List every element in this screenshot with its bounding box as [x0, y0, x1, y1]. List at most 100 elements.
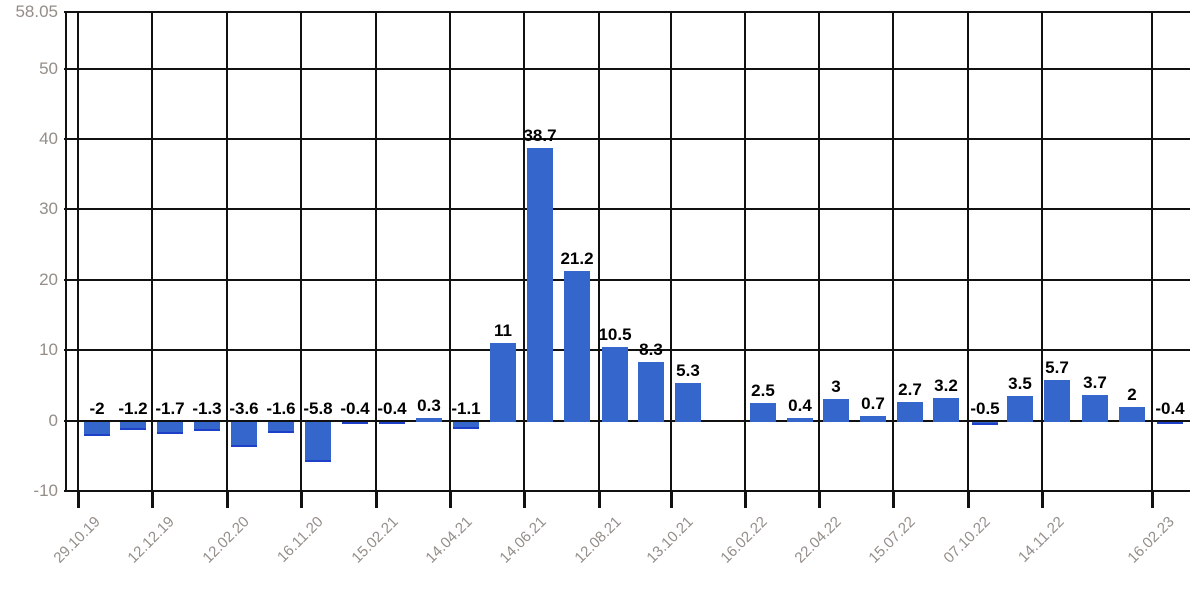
x-axis-label: 15.07.22	[865, 513, 919, 567]
x-tick-mark	[1041, 491, 1044, 508]
bar	[823, 399, 849, 422]
bar	[379, 421, 405, 425]
grid-line-v	[598, 12, 600, 491]
x-axis-label: 14.06.21	[496, 513, 550, 567]
x-axis-label: 14.11.22	[1014, 513, 1068, 566]
x-tick-mark	[151, 491, 154, 508]
bar	[157, 421, 183, 434]
bar	[602, 346, 628, 422]
bar	[490, 343, 516, 422]
bar-value-label: 3	[831, 377, 841, 397]
grid-line-v	[375, 12, 377, 491]
bar-value-label: -3.6	[229, 398, 259, 418]
x-axis-label: 16.02.23	[1124, 513, 1178, 567]
x-axis-label: 16.02.22	[717, 513, 771, 567]
bar-value-label: 11	[494, 321, 512, 341]
grid-line-v	[151, 12, 153, 491]
bar-value-label: 0.4	[788, 395, 812, 415]
bar-value-label: 3.5	[1008, 373, 1032, 393]
x-tick-mark	[77, 491, 80, 508]
bar-value-label: 2.7	[898, 379, 922, 399]
grid-line-h	[64, 208, 1190, 211]
bar	[897, 401, 923, 422]
x-tick-mark	[375, 491, 378, 508]
x-tick-mark	[892, 491, 895, 508]
grid-line-h	[64, 138, 1190, 141]
x-tick-mark	[818, 491, 821, 508]
grid-line-v	[744, 12, 746, 491]
bar	[1082, 394, 1108, 422]
y-axis-label: 20	[39, 269, 58, 289]
x-axis-label: 14.04.21	[422, 513, 476, 567]
grid-line-h	[64, 490, 1190, 492]
bar	[1157, 421, 1183, 425]
bar	[527, 148, 553, 422]
y-axis-label: -10	[33, 481, 58, 500]
grid-line-v	[523, 12, 525, 491]
bar-value-label: 3.2	[934, 376, 958, 396]
bar-value-label: 0.3	[417, 396, 441, 416]
x-axis-label: 12.02.20	[199, 513, 253, 567]
x-axis-label: 22.04.22	[791, 513, 845, 567]
x-axis-label: 15.02.21	[348, 513, 402, 567]
bar	[1119, 406, 1145, 422]
x-tick-mark	[523, 491, 526, 508]
x-axis-label: 16.11.20	[273, 513, 327, 566]
bar	[933, 398, 959, 422]
grid-line-v	[967, 12, 969, 491]
grid-line-v	[670, 12, 672, 491]
bar	[750, 403, 776, 422]
bar-value-label: -0.5	[970, 398, 1000, 418]
x-axis-label: 07.10.22	[940, 513, 994, 567]
grid-line-h	[64, 11, 1190, 13]
grid-line-v	[818, 12, 820, 491]
x-tick-mark	[226, 491, 229, 508]
x-tick-mark	[300, 491, 303, 508]
x-tick-mark	[744, 491, 747, 508]
x-tick-mark	[598, 491, 601, 508]
bar-value-label: -1.6	[266, 398, 296, 418]
bar-value-label: 5.3	[676, 361, 700, 381]
bar	[1007, 395, 1033, 422]
bar-value-label: -2	[89, 398, 105, 418]
bar-value-label: -1.1	[451, 398, 481, 418]
bar-value-label: -0.4	[377, 398, 407, 418]
bar-value-label: 8.3	[639, 340, 663, 360]
bar-value-label: 10.5	[598, 324, 632, 344]
grid-line-h	[64, 67, 1190, 70]
bar-value-label: -1.7	[155, 398, 185, 418]
bar-value-label: -1.2	[118, 398, 148, 418]
bar-value-label: 21.2	[560, 249, 594, 269]
grid-line-v	[1151, 12, 1153, 491]
plot-left-border	[65, 12, 67, 491]
grid-line-v	[449, 12, 451, 491]
grid-line-v	[77, 12, 79, 491]
bar	[84, 421, 110, 436]
bar-value-label: 38.7	[523, 126, 557, 146]
grid-line-v	[1041, 12, 1043, 491]
bar	[194, 421, 220, 431]
grid-line-v	[300, 12, 302, 491]
y-axis-label: 40	[39, 129, 58, 149]
bar	[231, 421, 257, 447]
bar	[305, 421, 331, 463]
bar	[972, 421, 998, 426]
bar	[1044, 380, 1070, 422]
x-axis-label: 12.12.19	[124, 513, 178, 567]
bar	[416, 418, 442, 422]
bar	[675, 383, 701, 422]
bar-value-label: 2	[1127, 384, 1137, 404]
y-axis-label: 0	[48, 410, 58, 430]
bar-value-label: -0.4	[340, 398, 370, 418]
bar-value-label: -1.3	[192, 398, 222, 418]
bar-value-label: -5.8	[303, 398, 333, 418]
grid-line-v	[892, 12, 894, 491]
x-tick-mark	[670, 491, 673, 508]
x-axis-label: 12.08.21	[571, 513, 625, 567]
bar	[638, 362, 664, 422]
bar-value-label: 3.7	[1083, 372, 1107, 392]
grid-line-v	[226, 12, 228, 491]
x-tick-mark	[967, 491, 970, 508]
bar	[564, 271, 590, 422]
